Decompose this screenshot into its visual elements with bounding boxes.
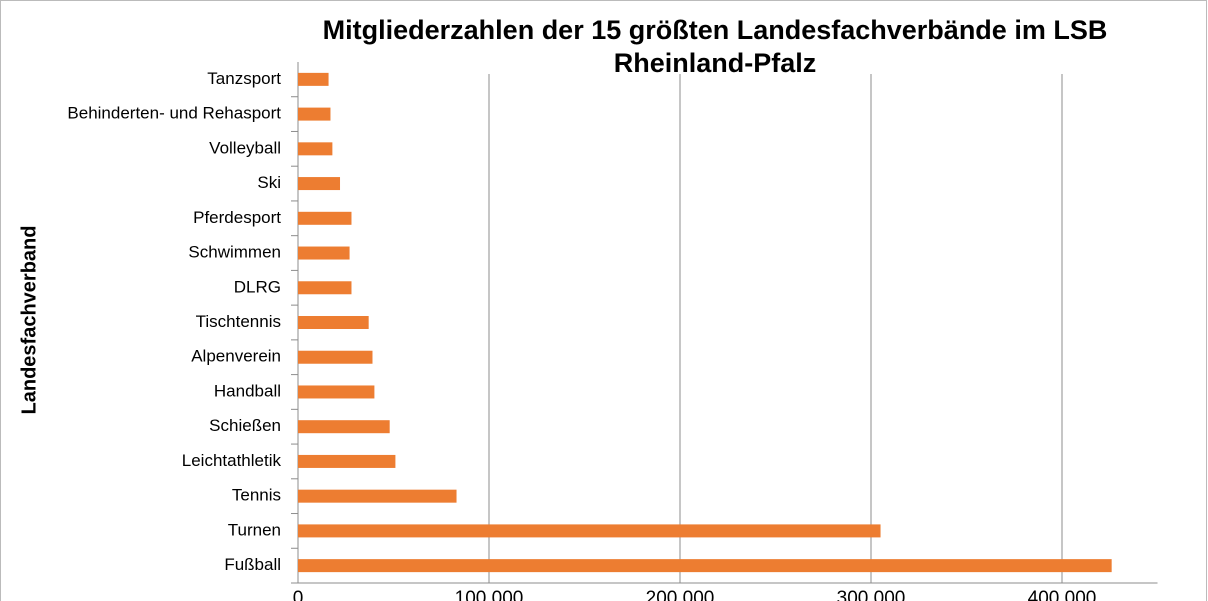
y-tick-label: Fußball [224, 555, 281, 574]
y-tick-label: Volleyball [209, 138, 281, 157]
bar [298, 316, 369, 329]
y-tick-label: Schießen [209, 416, 281, 435]
y-tick-label: Turnen [228, 520, 281, 539]
x-tick-label: 200.000 [646, 588, 715, 601]
y-tick-label: Tanzsport [207, 69, 281, 88]
y-tick-label: Behinderten- und Rehasport [67, 104, 281, 123]
y-tick-label: Tischtennis [196, 312, 281, 331]
y-tick-label: Schwimmen [188, 243, 281, 262]
bar [298, 177, 341, 191]
bar [298, 524, 881, 538]
y-tick-label: Tennis [232, 486, 281, 505]
x-tick-label: 0 [293, 588, 304, 601]
y-tick-label: Pferdesport [193, 208, 281, 227]
bar [298, 385, 375, 399]
bar [298, 454, 396, 468]
x-tick-label: 100.000 [455, 588, 524, 601]
bar [298, 559, 1112, 573]
bar [298, 246, 350, 260]
bar [298, 72, 329, 86]
y-tick-label: Handball [214, 381, 281, 400]
bar [298, 107, 331, 121]
chart-title: Mitgliederzahlen der 15 größten Landesfa… [322, 15, 1108, 78]
x-tick-label: 400.000 [1028, 588, 1097, 601]
bar [298, 420, 390, 434]
bar [298, 489, 457, 503]
y-tick-label: Leichtathletik [182, 451, 282, 470]
bar [298, 211, 352, 225]
bar [298, 350, 373, 364]
bar [298, 281, 352, 295]
y-axis-label: Landesfachverband [18, 226, 40, 415]
bar [298, 142, 333, 156]
y-tick-label: DLRG [234, 277, 281, 296]
x-tick-label: 300.000 [837, 588, 906, 601]
y-tick-label: Alpenverein [191, 347, 281, 366]
y-tick-label: Ski [257, 173, 281, 192]
